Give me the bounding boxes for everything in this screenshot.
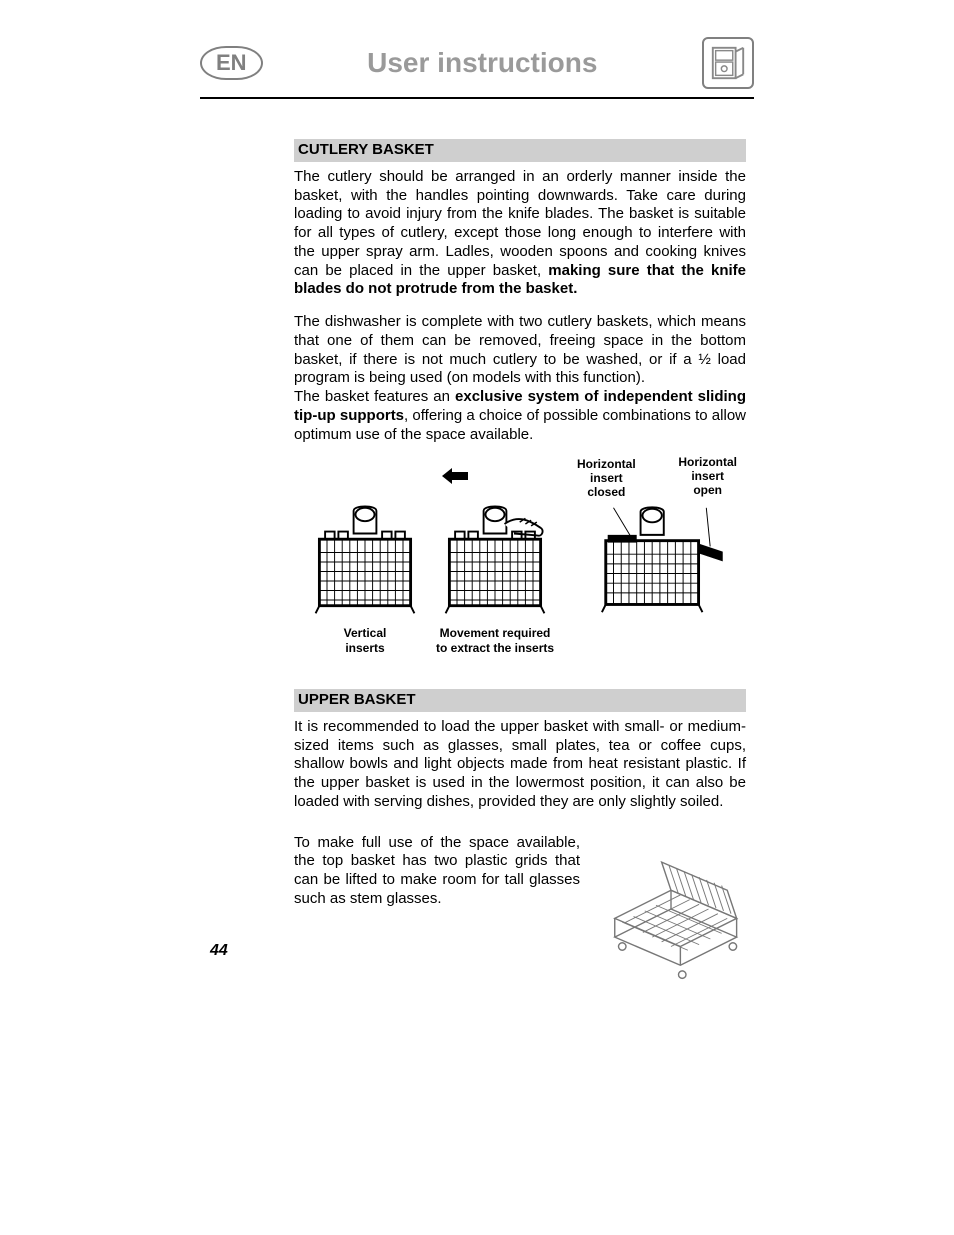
figure-label-closed: Horizontal insert closed xyxy=(577,458,636,499)
language-badge: EN xyxy=(200,46,263,80)
section-heading-cutlery: CUTLERY BASKET xyxy=(294,139,746,162)
cutlery-para-2: The dishwasher is complete with two cutl… xyxy=(294,313,746,388)
upper-basket-icon xyxy=(596,834,746,984)
cutlery-figures: Vertical inserts xyxy=(308,458,746,655)
page: EN User instructions CUTLERY BASKET The … xyxy=(0,0,954,1235)
figure-movement: Movement required to extract the inserts xyxy=(436,458,554,655)
upper-basket-figure xyxy=(596,834,746,984)
text: The basket features an xyxy=(294,388,455,405)
page-title: User instructions xyxy=(293,47,672,79)
cutlery-para-3: The basket features an exclusive system … xyxy=(294,388,746,444)
page-number: 44 xyxy=(210,942,228,960)
figure-horizontal: Horizontal insert closed Horizontal inse… xyxy=(568,458,746,617)
section-heading-upper: UPPER BASKET xyxy=(294,689,746,712)
basket-icon xyxy=(308,504,422,620)
header-rule xyxy=(200,97,754,99)
section-upper-basket: UPPER BASKET It is recommended to load t… xyxy=(294,689,746,984)
page-header: EN User instructions xyxy=(0,35,954,91)
cutlery-para-1: The cutlery should be arranged in an ord… xyxy=(294,168,746,299)
figure-caption: Vertical inserts xyxy=(344,626,387,655)
arrow-icon xyxy=(442,468,468,484)
upper-para-2: To make full use of the space available,… xyxy=(294,834,580,909)
content-area: CUTLERY BASKET The cutlery should be arr… xyxy=(294,139,746,984)
dishwasher-icon xyxy=(702,37,754,89)
basket-icon xyxy=(438,504,552,620)
figure-label-open: Horizontal insert open xyxy=(678,456,737,499)
upper-para-1: It is recommended to load the upper bask… xyxy=(294,718,746,812)
figure-caption: Movement required to extract the inserts xyxy=(436,626,554,655)
figure-vertical-inserts: Vertical inserts xyxy=(308,458,422,655)
basket-icon xyxy=(582,502,732,618)
